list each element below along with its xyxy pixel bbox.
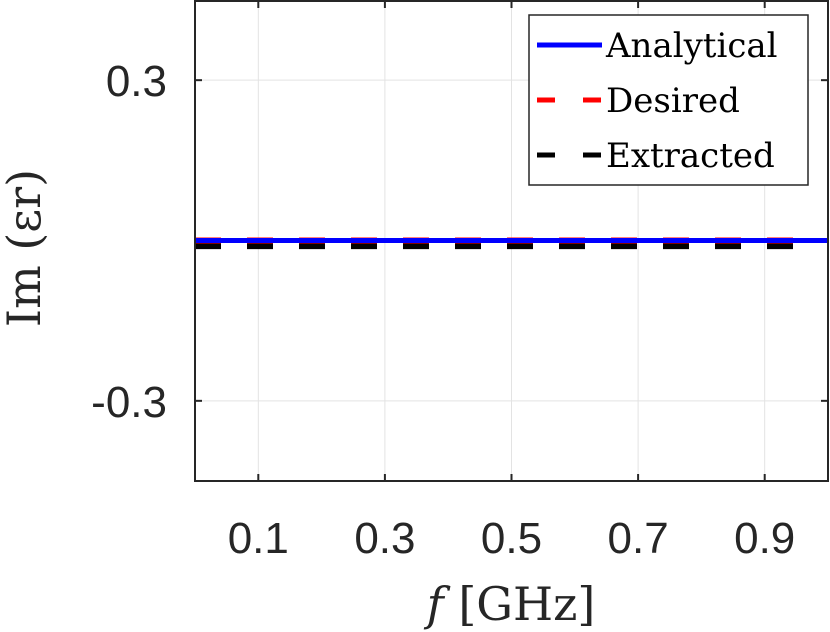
y-tick-label: 0.3 [106,57,167,106]
axis-ticks: 0.1 0.3 0.5 0.7 0.9 -0.3 0.3 [91,1,828,563]
y-tick-label: -0.3 [91,378,167,427]
x-tick-label: 0.7 [608,514,669,563]
x-tick-label: 0.1 [228,514,289,563]
y-axis-label: Im (εr) [0,169,51,327]
legend-label-desired: Desired [606,81,740,121]
x-tick-label: 0.9 [734,514,795,563]
x-axis-label: f [GHz] [424,577,596,631]
legend-label-analytical: Analytical [605,26,778,66]
series-layer [195,237,828,250]
x-axis-label-unit: [GHz] [444,577,596,631]
legend-label-extracted: Extracted [606,136,775,176]
x-tick-label: 0.5 [481,514,542,563]
legend: Analytical Desired Extracted [528,14,809,186]
x-tick-label: 0.3 [354,514,415,563]
